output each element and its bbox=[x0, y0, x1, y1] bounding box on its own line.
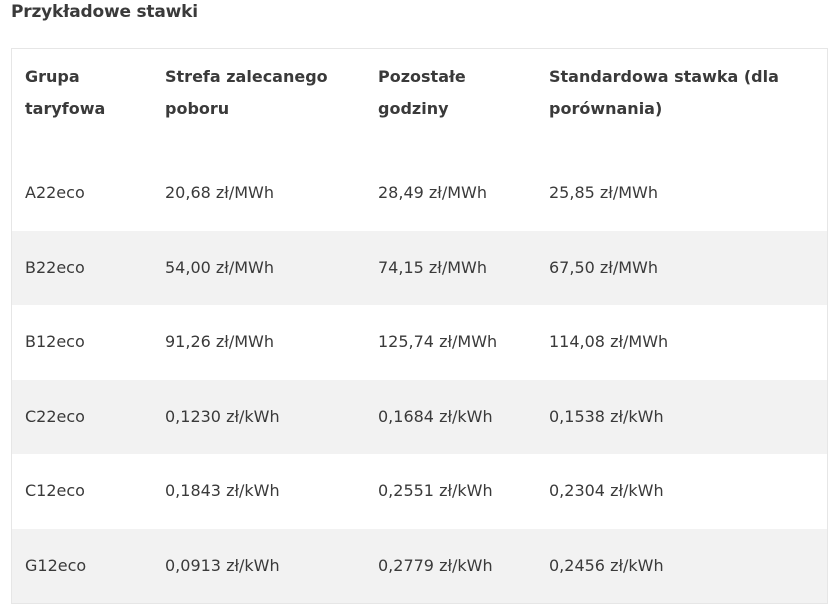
cell-standard-rate: 114,08 zł/MWh bbox=[549, 332, 669, 352]
cell-recommended-zone: 0,1843 zł/kWh bbox=[165, 481, 280, 501]
cell-other-hours: 74,15 zł/MWh bbox=[378, 257, 487, 277]
cell-other-hours: 0,2779 zł/kWh bbox=[378, 555, 493, 575]
table-row: B22eco 54,00 zł/MWh 74,15 zł/MWh 67,50 z… bbox=[12, 230, 827, 305]
cell-standard-rate: 0,2304 zł/kWh bbox=[549, 481, 664, 501]
cell-tariff-group: G12eco bbox=[25, 555, 87, 575]
section-heading: Przykładowe stawki bbox=[11, 2, 198, 22]
cell-standard-rate: 25,85 zł/MWh bbox=[549, 183, 658, 203]
header-recommended-zone: Strefa zalecanego poboru bbox=[165, 67, 328, 118]
table-row: C22eco 0,1230 zł/kWh 0,1684 zł/kWh 0,153… bbox=[12, 379, 827, 454]
header-tariff-group: Grupa taryfowa bbox=[25, 67, 106, 118]
cell-other-hours: 125,74 zł/MWh bbox=[378, 332, 498, 352]
cell-tariff-group: B22eco bbox=[25, 257, 85, 277]
cell-recommended-zone: 0,0913 zł/kWh bbox=[165, 555, 280, 575]
cell-recommended-zone: 91,26 zł/MWh bbox=[165, 332, 274, 352]
cell-tariff-group: C22eco bbox=[25, 406, 85, 426]
cell-tariff-group: B12eco bbox=[25, 332, 85, 352]
rates-table-container: Grupa taryfowa Strefa zalecanego poboru … bbox=[11, 48, 828, 604]
table-row: B12eco 91,26 zł/MWh 125,74 zł/MWh 114,08… bbox=[12, 305, 827, 380]
cell-standard-rate: 0,2456 zł/kWh bbox=[549, 555, 664, 575]
cell-recommended-zone: 54,00 zł/MWh bbox=[165, 257, 274, 277]
cell-tariff-group: C12eco bbox=[25, 481, 85, 501]
table-row: G12eco 0,0913 zł/kWh 0,2779 zł/kWh 0,245… bbox=[12, 528, 827, 603]
header-standard-rate: Standardowa stawka (dla porównania) bbox=[549, 67, 779, 118]
cell-other-hours: 0,1684 zł/kWh bbox=[378, 406, 493, 426]
cell-recommended-zone: 20,68 zł/MWh bbox=[165, 183, 274, 203]
cell-other-hours: 0,2551 zł/kWh bbox=[378, 481, 493, 501]
cell-tariff-group: A22eco bbox=[25, 183, 85, 203]
rates-table: Grupa taryfowa Strefa zalecanego poboru … bbox=[12, 49, 827, 603]
table-row: A22eco 20,68 zł/MWh 28,49 zł/MWh 25,85 z… bbox=[12, 156, 827, 231]
table-header-row: Grupa taryfowa Strefa zalecanego poboru … bbox=[12, 49, 827, 156]
cell-standard-rate: 67,50 zł/MWh bbox=[549, 257, 658, 277]
header-other-hours: Pozostałe godziny bbox=[378, 67, 466, 118]
cell-recommended-zone: 0,1230 zł/kWh bbox=[165, 406, 280, 426]
table-row: C12eco 0,1843 zł/kWh 0,2551 zł/kWh 0,230… bbox=[12, 454, 827, 529]
cell-other-hours: 28,49 zł/MWh bbox=[378, 183, 487, 203]
cell-standard-rate: 0,1538 zł/kWh bbox=[549, 406, 664, 426]
